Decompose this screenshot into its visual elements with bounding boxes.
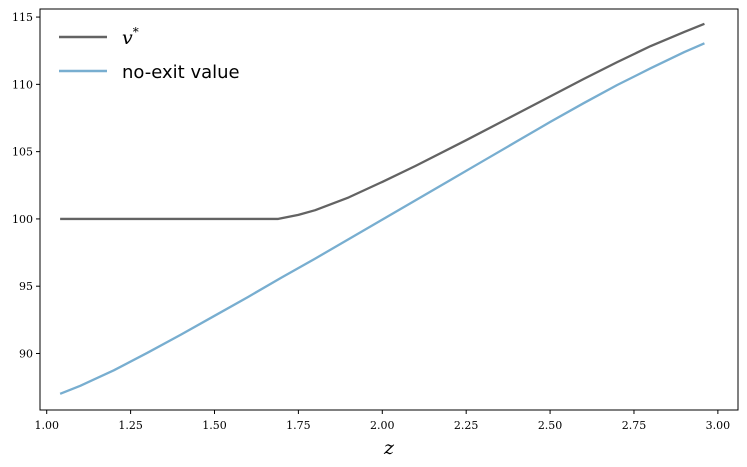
x-axis-label: z (383, 437, 395, 459)
y-tick-label: 90 (19, 347, 33, 360)
series-layer (59, 22, 705, 395)
x-tick-label: 1.00 (34, 419, 59, 432)
x-tick-label: 2.25 (454, 419, 479, 432)
y-tick-label: 100 (12, 213, 33, 226)
x-tick-label: 1.75 (286, 419, 311, 432)
legend: v* no-exit value (59, 25, 240, 83)
x-tick-label: 3.00 (706, 419, 731, 432)
x-tick-label: 2.75 (622, 419, 647, 432)
x-tick-label: 2.50 (538, 419, 563, 432)
y-tick-label: 105 (12, 146, 33, 159)
series-line-0 (60, 22, 705, 221)
y-tick-label: 115 (12, 11, 33, 24)
y-axis-ticks: 90 95 100 105 110 115 (12, 11, 40, 360)
y-tick-label: 110 (12, 78, 33, 91)
legend-label-0: v* (122, 25, 139, 49)
y-tick-label: 95 (19, 280, 33, 293)
x-axis-ticks: 1.00 1.25 1.50 1.75 2.00 2.25 2.50 2.75 3.00 (34, 410, 730, 432)
x-tick-label: 1.50 (202, 419, 227, 432)
series-line-1 (59, 42, 705, 395)
x-tick-label: 2.00 (370, 419, 395, 432)
plot-frame (39, 8, 739, 411)
legend-label-1: no-exit value (122, 62, 240, 83)
x-tick-label: 1.25 (118, 419, 143, 432)
